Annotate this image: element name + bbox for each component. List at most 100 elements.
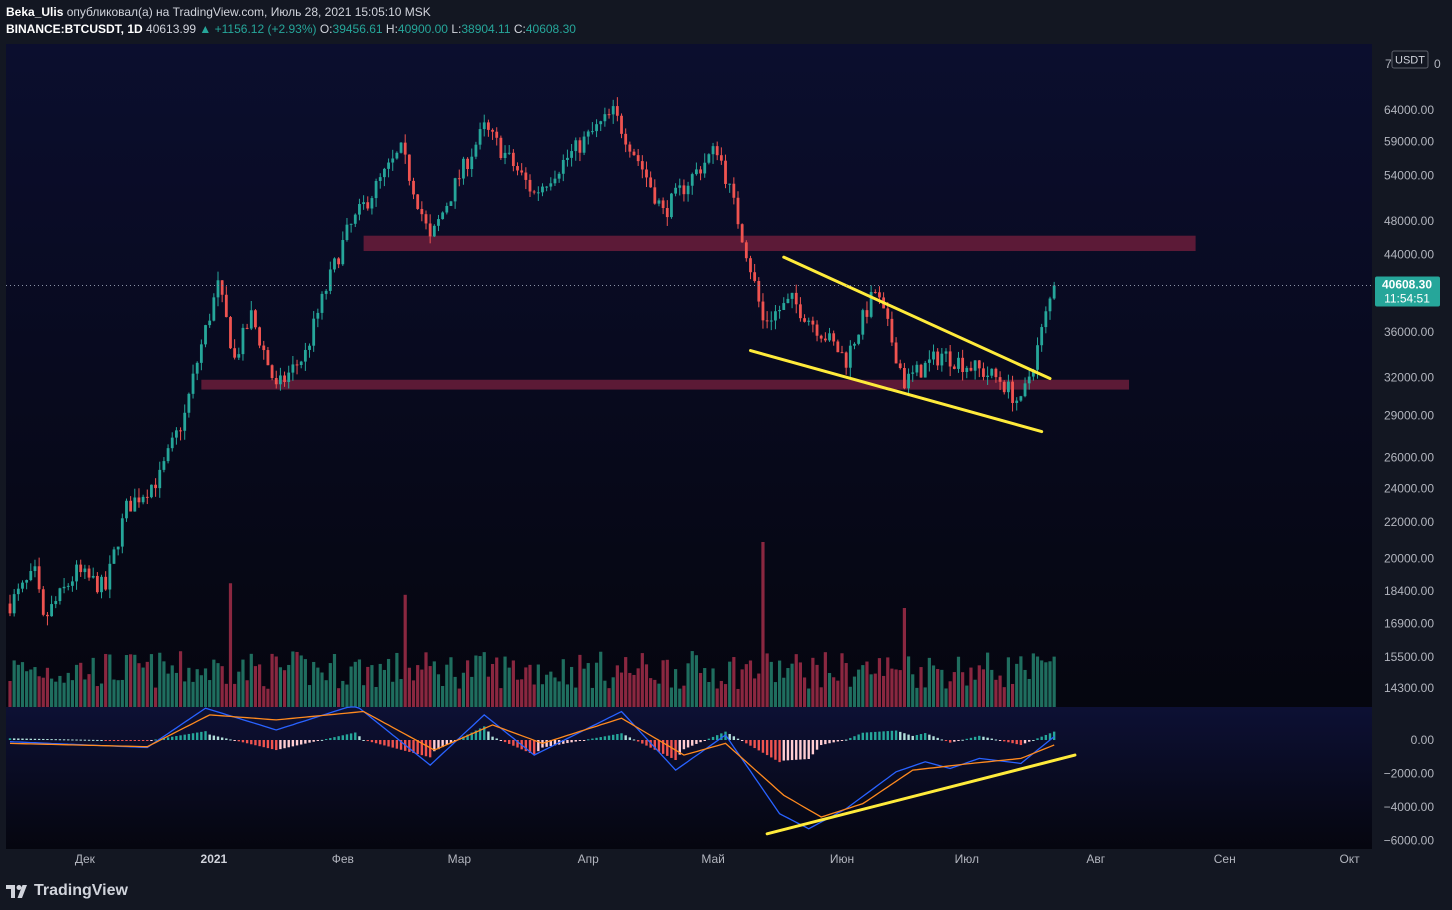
volume-bar — [848, 686, 852, 707]
zone-0[interactable] — [363, 235, 1196, 252]
tradingview-logo[interactable]: TradingView — [6, 882, 128, 900]
macd-histogram-bar — [811, 740, 815, 755]
volume-bar — [416, 665, 420, 707]
price-chart[interactable]: 64000.00 59000.00 54000.00 48000.00 44000.00… — [0, 42, 1452, 874]
macd-histogram-bar — [570, 740, 573, 743]
macd-histogram-bar — [83, 739, 87, 741]
candle — [873, 289, 877, 294]
symbol-label[interactable]: BINANCE:BTCUSDT, 1D — [6, 22, 143, 36]
candle — [258, 326, 261, 349]
volume-bar — [124, 655, 129, 707]
macd-histogram-bar — [599, 737, 602, 740]
candle — [387, 158, 390, 178]
volume-bar — [41, 677, 45, 707]
volume-bar — [45, 667, 50, 707]
price-tick-label: 24000.00 — [1384, 481, 1434, 495]
currency-badge[interactable]: USDT — [1391, 50, 1429, 69]
candle — [424, 210, 428, 230]
macd-histogram-bar — [71, 739, 74, 741]
macd-histogram-bar — [495, 738, 498, 740]
zone-1[interactable] — [201, 379, 1130, 390]
macd-histogram-bar — [462, 736, 465, 740]
candle — [341, 231, 345, 266]
volume-bar — [50, 678, 54, 707]
macd-histogram-bar — [258, 740, 261, 747]
candle — [420, 201, 424, 222]
candle — [828, 327, 831, 342]
macd-histogram-bar — [241, 740, 245, 743]
time-tick-label: Фев — [332, 852, 354, 866]
low-label: L: — [451, 22, 462, 36]
volume-bar — [486, 676, 490, 707]
volume-bar — [386, 658, 391, 707]
volume-bar — [424, 652, 428, 707]
macd-histogram-bar — [37, 738, 41, 740]
candle — [940, 348, 944, 372]
candle — [511, 149, 515, 172]
candle — [1002, 380, 1006, 395]
chart-header: Beka_Ulis опубликовал(а) на TradingView.… — [0, 0, 1452, 42]
macd-histogram-bar — [657, 740, 661, 752]
candle — [1027, 369, 1031, 390]
candle — [95, 572, 99, 594]
volume-bar — [665, 659, 669, 707]
macd-histogram-bar — [620, 733, 623, 740]
candle — [1048, 296, 1052, 320]
volume-bar — [328, 663, 332, 707]
macd-histogram-bar — [691, 740, 694, 746]
macd-histogram-bar — [387, 740, 390, 747]
wedge-trendline-0[interactable] — [782, 255, 1052, 381]
macd-histogram-bar — [337, 736, 340, 740]
candle — [266, 347, 270, 366]
volume-bar — [669, 687, 674, 707]
volume-bar — [515, 679, 520, 707]
price-axis[interactable] — [1372, 44, 1446, 849]
volume-bar — [778, 660, 782, 707]
volume-bar — [8, 680, 12, 707]
macd-histogram-bar — [370, 740, 374, 743]
macd-histogram-bar — [582, 740, 586, 741]
macd-trendline[interactable] — [765, 753, 1077, 836]
candle — [894, 337, 898, 364]
candle — [395, 151, 399, 160]
volume-bar — [977, 665, 981, 707]
volume-bar — [87, 674, 91, 707]
macd-histogram-bar — [711, 736, 715, 740]
macd-histogram-bar — [878, 731, 881, 740]
macd-histogram-bar — [474, 730, 478, 740]
candle — [154, 478, 157, 497]
price-axis-labels: 64000.00 59000.00 54000.00 48000.00 44000.00… — [1384, 103, 1434, 695]
macd-histogram-bar — [449, 740, 453, 743]
volume-bar — [711, 668, 715, 707]
volume-bar — [773, 682, 778, 707]
volume-bar — [861, 665, 865, 707]
volume-bar — [599, 651, 603, 707]
volume-bar — [586, 663, 590, 707]
candle — [890, 311, 894, 346]
wedge-trendline-1[interactable] — [748, 349, 1044, 434]
macd-histogram-bar — [1007, 740, 1010, 743]
macd-histogram-bar — [815, 740, 819, 750]
macd-histogram-bar — [275, 740, 278, 751]
macd-histogram-bar — [716, 735, 719, 740]
volume-bar — [1006, 657, 1010, 707]
candle — [262, 340, 266, 360]
volume-bar — [278, 667, 282, 707]
macd-histogram-bar — [208, 734, 211, 740]
volume-bar — [981, 669, 986, 707]
volume-bar — [707, 681, 711, 707]
axis-top-label: 7 0 — [1385, 57, 1441, 71]
macd-histogram-bar — [225, 738, 228, 740]
trendlines[interactable] — [748, 255, 1052, 434]
candle — [541, 183, 544, 197]
time-tick-label: Июл — [955, 852, 979, 866]
candle — [141, 494, 145, 505]
author-name[interactable]: Beka_Ulis — [6, 5, 64, 19]
macd-histogram-bar — [291, 740, 295, 747]
volume-bar — [216, 663, 220, 707]
volume-bar — [208, 680, 212, 707]
candle — [794, 284, 798, 314]
volume-bar — [29, 669, 33, 707]
candle — [553, 170, 557, 186]
volume-bar — [445, 664, 449, 707]
